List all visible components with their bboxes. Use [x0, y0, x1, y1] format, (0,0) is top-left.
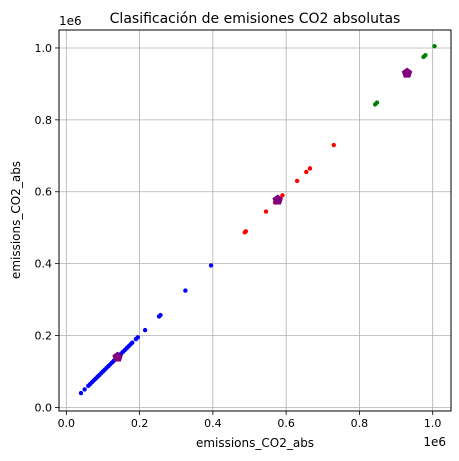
data-point-series-0	[183, 288, 188, 293]
centroid-markers	[112, 67, 413, 362]
data-point-series-1	[294, 178, 300, 184]
data-point-series-0	[78, 390, 84, 396]
x-tick-label: 0.4	[204, 417, 222, 430]
data-point-series-0	[208, 263, 214, 268]
x-tick-label: 0.8	[351, 417, 369, 430]
x-axis-ticks: 0.0 0.2 0.4 0.6 0.8 1.0	[58, 411, 442, 430]
data-point-series-0	[142, 327, 148, 333]
y-tick-label: 0.2	[35, 330, 53, 343]
y-tick-label: 0.4	[35, 258, 53, 271]
x-tick-label: 0.0	[58, 417, 76, 430]
data-point-series-2	[374, 100, 380, 105]
y-tick-label: 0.0	[35, 401, 53, 414]
x-axis-label: emissions_CO2_abs	[196, 436, 314, 450]
data-point-series-2	[432, 43, 437, 49]
x-tick-label: 0.2	[131, 417, 149, 430]
data-points	[78, 43, 437, 396]
data-point-series-2	[423, 52, 428, 58]
plot-frame	[58, 29, 452, 412]
data-point-series-0	[82, 387, 87, 392]
y-offset-label: 1e6	[59, 14, 82, 28]
data-point-series-1	[304, 169, 309, 175]
grid-lines	[59, 30, 451, 411]
x-offset-label: 1e6	[423, 435, 446, 449]
centroid-marker	[112, 351, 123, 362]
y-tick-label: 1.0	[35, 42, 53, 55]
data-point-series-1	[243, 229, 249, 234]
data-point-series-1	[307, 166, 313, 171]
data-point-series-0	[130, 340, 135, 345]
data-point-series-1	[263, 209, 269, 214]
data-point-series-0	[135, 335, 140, 340]
data-point-series-1	[331, 142, 336, 148]
centroid-marker	[401, 67, 413, 78]
y-axis-ticks: 0.0 0.2 0.4 0.6 0.8 1.0	[35, 42, 59, 414]
centroid-marker	[272, 194, 283, 205]
chart-title: Clasificación de emisiones CO2 absolutas	[110, 11, 401, 27]
x-tick-label: 1.0	[424, 417, 442, 430]
y-axis-label: emissions_CO2_abs	[9, 161, 23, 279]
y-tick-label: 0.8	[35, 114, 53, 127]
data-point-series-1	[280, 193, 285, 198]
y-tick-label: 0.6	[35, 186, 53, 199]
data-point-series-0	[158, 312, 163, 318]
x-tick-label: 0.6	[277, 417, 295, 430]
